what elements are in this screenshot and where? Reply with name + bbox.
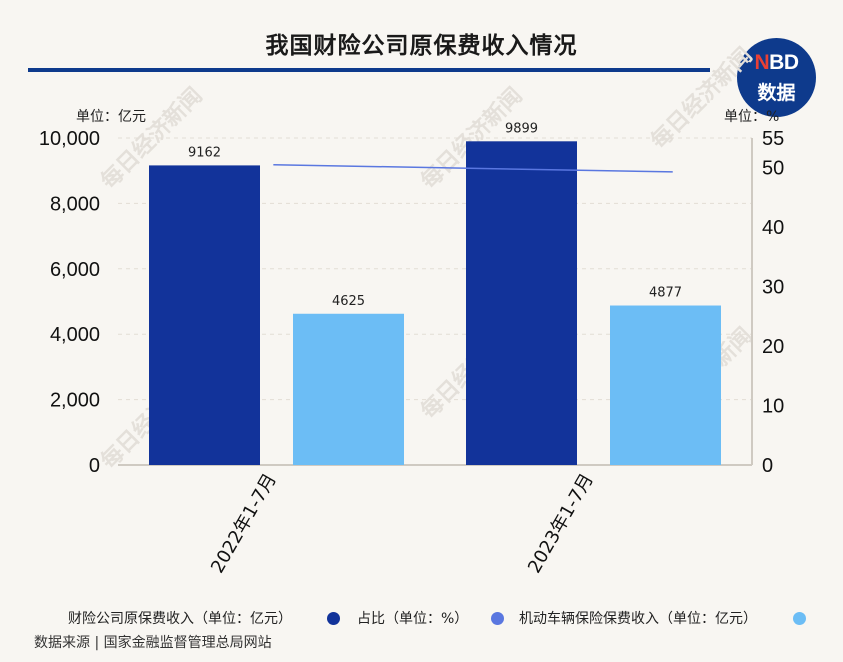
legend-dot-ratio xyxy=(491,612,504,625)
right-tick-label: 20 xyxy=(762,336,784,358)
legend-item-ratio: 占比（单位：%） xyxy=(357,608,468,628)
left-tick-label: 4,000 xyxy=(50,324,100,346)
legend-item-auto: 机动车辆保险保费收入（单位：亿元） xyxy=(519,608,757,628)
left-tick-label: 6,000 xyxy=(50,259,100,281)
right-tick-label: 40 xyxy=(762,217,784,239)
right-axis-unit: 单位：% xyxy=(724,109,780,125)
nbd-logo: NBD 数据 xyxy=(737,38,816,117)
right-tick-label: 0 xyxy=(762,455,773,477)
data-labels: 9162 4625 9899 4877 xyxy=(188,121,682,308)
legend-label: 占比（单位：%） xyxy=(357,611,469,627)
bar xyxy=(293,313,404,465)
legend-dot-premium xyxy=(327,612,340,625)
bar xyxy=(610,305,721,465)
bar-value-label: 9162 xyxy=(188,145,221,160)
left-tick-label: 0 xyxy=(89,455,100,477)
logo-brand: NBD xyxy=(754,51,799,74)
x-tick-label: 2022年1-7月 xyxy=(207,470,281,577)
ratio-line xyxy=(273,164,673,173)
left-axis-unit: 单位：亿元 xyxy=(76,109,146,125)
ratio-line-path xyxy=(273,164,673,173)
legend-dot-auto xyxy=(793,612,806,625)
chart-area: 每日经济新闻每日经济新闻每日经济新闻每日经济新闻每日经济新闻每日经济新闻 02,… xyxy=(39,43,784,577)
bar-value-label: 4877 xyxy=(649,286,682,301)
left-tick-label: 8,000 xyxy=(50,193,100,215)
bar-value-label: 9899 xyxy=(505,121,538,136)
bar xyxy=(466,141,577,465)
logo-sub: 数据 xyxy=(757,82,796,104)
bar-value-label: 4625 xyxy=(332,294,365,309)
data-source: 数据来源 | 国家金融监督管理总局网站 xyxy=(34,635,272,651)
right-tick-label: 30 xyxy=(762,277,784,299)
legend-label: 财险公司原保费收入（单位：亿元） xyxy=(68,611,292,627)
title-underline xyxy=(28,68,710,72)
x-tick-label: 2023年1-7月 xyxy=(524,470,598,577)
chart-title: 我国财险公司原保费收入情况 xyxy=(265,33,578,59)
legend: 财险公司原保费收入（单位：亿元） 占比（单位：%） 机动车辆保险保费收入（单位：… xyxy=(0,608,843,628)
legend-label: 机动车辆保险保费收入（单位：亿元） xyxy=(519,611,757,627)
bars xyxy=(149,141,721,466)
right-tick-label: 50 xyxy=(762,158,784,180)
watermark: 每日经济新闻 xyxy=(646,43,758,155)
right-tick-label: 55 xyxy=(762,128,784,150)
left-tick-label: 10,000 xyxy=(39,128,100,150)
bar xyxy=(149,165,260,466)
legend-item-premium: 财险公司原保费收入（单位：亿元） xyxy=(68,608,292,628)
right-tick-label: 10 xyxy=(762,396,784,418)
left-tick-label: 2,000 xyxy=(50,390,100,412)
